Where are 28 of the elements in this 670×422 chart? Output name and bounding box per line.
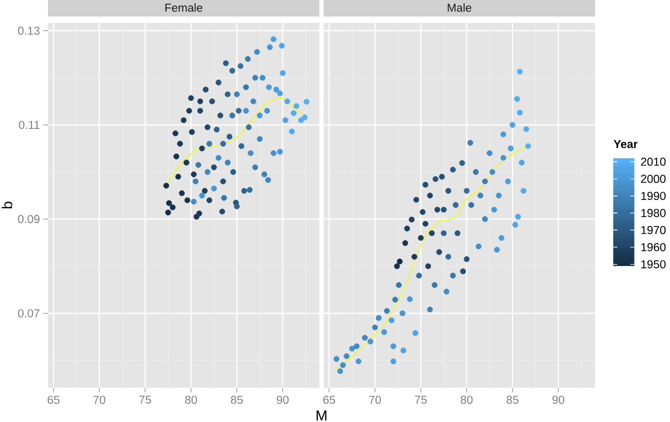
x-tick-label: 80 <box>460 396 473 404</box>
color-bar-label: 1970 <box>641 226 666 234</box>
y-tick-label: 0.09 <box>18 215 40 224</box>
x-axis-title: M <box>316 410 326 420</box>
y-axis-title: b <box>2 202 12 208</box>
chart-title: Male <box>448 3 472 12</box>
x-tick-label: 75 <box>139 396 152 404</box>
x-tick-label: 65 <box>323 396 336 404</box>
color-bar-label: 1950 <box>641 260 666 268</box>
color-bar-label: 2000 <box>641 174 666 183</box>
color-bar-label: 1980 <box>641 208 666 218</box>
x-tick-label: 70 <box>94 396 106 404</box>
x-tick-label: 90 <box>276 396 289 404</box>
y-tick-label: 0.07 <box>18 309 40 318</box>
x-tick-label: 85 <box>230 396 243 404</box>
color-bar-label: 1990 <box>641 192 666 200</box>
x-tick-label: 90 <box>552 396 564 404</box>
color-bar-label: 1960 <box>641 243 666 252</box>
y-tick-label: 0.11 <box>18 120 40 129</box>
y-tick-label: 0.13 <box>18 26 40 35</box>
chart-title: Female <box>165 3 202 12</box>
x-tick-label: 85 <box>506 396 518 404</box>
x-tick-label: 80 <box>185 396 197 404</box>
color-bar-label: 2010 <box>641 158 666 166</box>
x-tick-label: 70 <box>369 396 381 404</box>
color-bar-title: Year <box>614 140 638 148</box>
x-tick-label: 65 <box>48 396 60 404</box>
x-tick-label: 75 <box>415 396 427 404</box>
